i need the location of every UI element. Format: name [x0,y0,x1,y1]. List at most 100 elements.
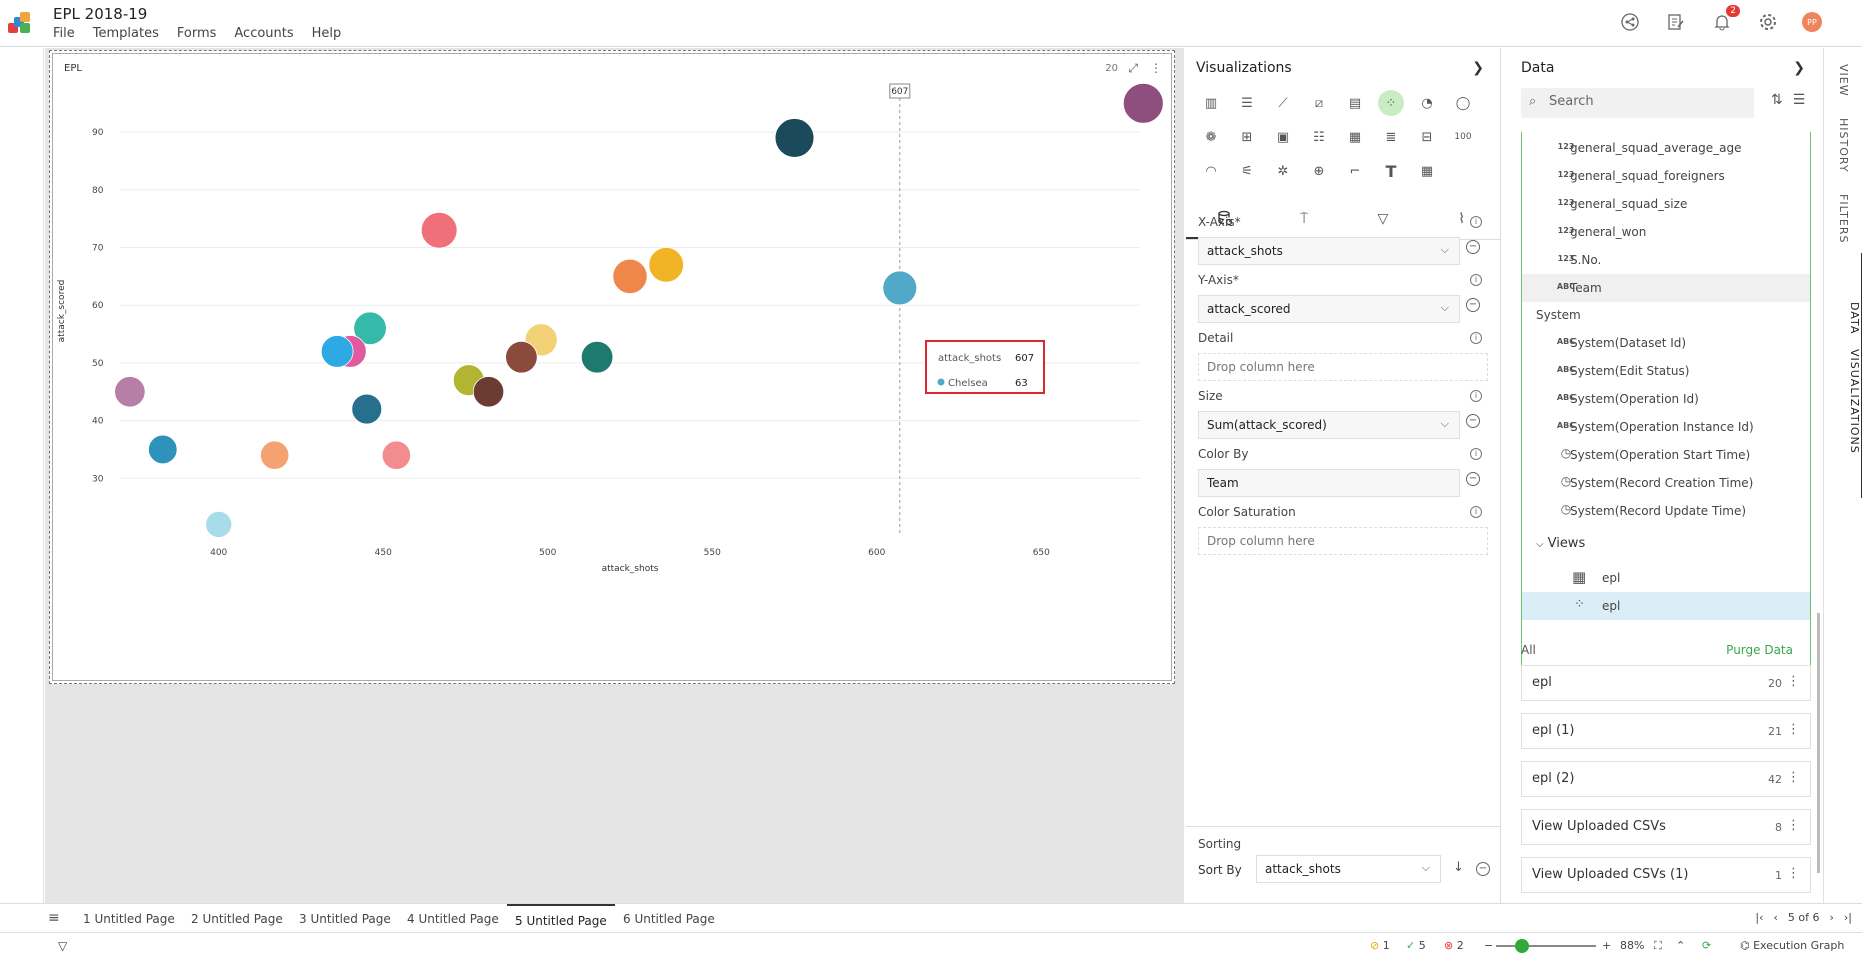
prev-page-icon[interactable]: ‹ [1773,911,1778,924]
tab-filters[interactable]: FILTERS [1837,194,1850,244]
line-chart-icon[interactable]: ⟋ [1278,95,1288,111]
size-select[interactable]: Sum(attack_scored) ⌵ [1198,411,1460,439]
pie-chart-icon[interactable]: ◔ [1421,95,1433,111]
detail-dropzone[interactable]: Drop column here [1198,353,1488,381]
purge-data-link[interactable]: Purge Data [1726,643,1793,657]
page-tab-4[interactable]: 4 Untitled Page [407,912,499,926]
remove-xaxis-icon[interactable]: − [1466,240,1480,254]
scatter-point[interactable] [882,270,918,306]
pivot-table-icon[interactable]: ⊞ [1241,129,1253,145]
views-section[interactable]: ⌵ Views [1536,536,1585,551]
column-item[interactable]: 123 S.No. [1522,246,1810,274]
tab-view[interactable]: VIEW [1837,64,1850,97]
info-icon[interactable]: i [1470,274,1482,286]
execution-graph-button[interactable]: ⌬ Execution Graph [1740,939,1844,952]
xaxis-select[interactable]: attack_shots ⌵ [1198,237,1460,265]
grouped-column-icon[interactable]: ▤ [1348,95,1362,111]
column-item[interactable]: ABC System(Operation Instance Id) [1522,413,1810,441]
tab-data[interactable]: DATA [1848,302,1861,335]
sort-direction-arrow-icon[interactable]: ↓ [1453,860,1464,875]
menu-accounts[interactable]: Accounts [234,26,294,41]
view-item-scatter[interactable]: ⁘ epl [1522,592,1810,620]
scatter-point[interactable] [774,118,815,158]
notifications-icon[interactable]: 2 [1710,5,1740,34]
expand-icon[interactable]: ⤢ [1128,61,1138,75]
remove-yaxis-icon[interactable]: − [1466,298,1480,312]
scatter-point[interactable] [381,440,412,470]
calendar-icon[interactable]: ▦ [1420,163,1434,179]
tab-history[interactable]: HISTORY [1837,117,1850,173]
sort-order-icon[interactable]: ⇅ [1771,92,1783,108]
warnings-indicator[interactable]: ⊘ 1 [1370,939,1390,952]
scatter-point[interactable] [505,340,538,374]
column-item[interactable]: ABC System(Dataset Id) [1522,329,1810,357]
more-vertical-icon[interactable]: ⋮ [1150,61,1162,75]
info-icon[interactable]: i [1470,506,1482,518]
column-item-team[interactable]: ABC Team [1522,274,1810,302]
hamburger-menu-icon[interactable]: ≡ [48,910,60,926]
sunburst-icon[interactable]: ❁ [1205,129,1217,145]
remove-size-icon[interactable]: − [1466,414,1480,428]
dataset-row[interactable]: epl (2) 42 ⋮ [1521,761,1811,797]
zoom-out-icon[interactable]: − [1484,939,1494,952]
collapse-chevron-icon[interactable]: ❯ [1472,60,1484,76]
menu-file[interactable]: File [53,26,75,41]
zoom-slider-handle[interactable] [1515,939,1529,953]
collapse-chevron-icon[interactable]: ❯ [1793,60,1805,76]
more-vertical-icon[interactable]: ⋮ [1787,674,1800,689]
next-page-icon[interactable]: › [1829,911,1834,924]
page-tab-6[interactable]: 6 Untitled Page [623,912,715,926]
scatter-chart-icon[interactable]: ⁘ [1378,90,1404,116]
scatter-point[interactable] [148,434,178,465]
page-tab-5[interactable]: 5 Untitled Page [507,904,615,934]
tab-format[interactable]: ⍑ [1265,198,1344,239]
settings-gear-icon[interactable] [1756,10,1780,34]
scatter-point[interactable] [351,393,383,425]
zoom-slider[interactable] [1496,945,1596,947]
scatter-point[interactable] [420,211,458,249]
page-tab-2[interactable]: 2 Untitled Page [191,912,283,926]
zoom-in-icon[interactable]: + [1602,939,1612,952]
app-logo[interactable] [8,12,30,34]
grouped-list-icon[interactable]: ≣ [1385,129,1397,145]
menu-templates[interactable]: Templates [92,26,159,41]
success-indicator[interactable]: ✓ 5 [1406,939,1426,952]
tab-visualizations[interactable]: VISUALIZATIONS [1848,348,1861,454]
yaxis-select[interactable]: attack_scored ⌵ [1198,295,1460,323]
table-icon[interactable]: ▦ [1348,129,1362,145]
menu-help[interactable]: Help [311,26,342,41]
combo-chart-icon[interactable]: ⧄ [1314,95,1324,111]
info-icon[interactable]: i [1470,216,1482,228]
more-vertical-icon[interactable]: ⋮ [1787,722,1800,737]
remove-sort-icon[interactable]: − [1476,862,1490,876]
column-item[interactable]: 123 general_squad_size [1522,190,1810,218]
sort-by-select[interactable]: attack_shots ⌵ [1256,855,1441,883]
donut-chart-icon[interactable]: ◯ [1455,95,1471,111]
view-item-table[interactable]: ▦ epl [1522,564,1810,592]
scatter-point[interactable] [353,311,387,346]
kpi-icon[interactable]: 100 [1454,132,1472,142]
chart-card[interactable]: EPL 20 ⤢ ⋮ 30 40 50 60 70 80 90 400 450 500 550 600… [49,50,1175,684]
column-item[interactable]: 123 general_won [1522,218,1810,246]
column-item[interactable]: ◷ System(Record Update Time) [1522,497,1810,525]
errors-indicator[interactable]: ⊗ 2 [1444,939,1464,952]
scatter-point[interactable] [1122,82,1164,124]
globe-map-icon[interactable]: ⊕ [1313,163,1325,179]
list-options-icon[interactable]: ☰ [1792,92,1806,108]
form-icon[interactable]: ▣ [1276,129,1290,145]
tab-style[interactable]: ⌇ [1422,198,1501,239]
step-chart-icon[interactable]: ⌐ [1349,163,1361,179]
last-page-icon[interactable]: ›| [1843,911,1852,924]
page-tab-1[interactable]: 1 Untitled Page [83,912,175,926]
more-vertical-icon[interactable]: ⋮ [1787,818,1800,833]
scatter-point[interactable] [114,376,146,408]
more-vertical-icon[interactable]: ⋮ [1787,770,1800,785]
column-chart-icon[interactable]: ▥ [1204,95,1218,111]
search-input[interactable]: ⌕ Search [1521,88,1754,118]
list-check-icon[interactable]: ☷ [1313,129,1325,145]
gauge-icon[interactable]: ◠ [1205,163,1217,179]
text-icon[interactable]: T [1385,161,1397,181]
tiles-icon[interactable]: ⊟ [1421,129,1433,145]
first-page-icon[interactable]: |‹ [1755,911,1764,924]
tab-filters[interactable]: ▽ [1344,198,1423,239]
